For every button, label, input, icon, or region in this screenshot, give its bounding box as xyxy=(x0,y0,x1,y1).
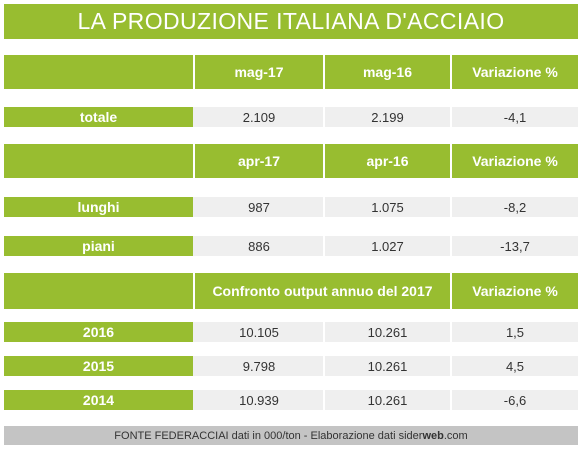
cell-value: -8,2 xyxy=(503,199,527,215)
row-label: 2016 xyxy=(4,322,193,342)
row-label: 2015 xyxy=(4,356,193,376)
cell-value: 10.105 xyxy=(239,324,279,340)
cell-value: -6,6 xyxy=(503,392,527,408)
header-confronto: Confronto output annuo del 2017 xyxy=(212,283,433,299)
cell-value: 2.199 xyxy=(371,109,404,125)
cell-value: 10.261 xyxy=(367,324,408,340)
cell-value: 10.939 xyxy=(239,392,279,408)
header-variazione: Variazione % xyxy=(472,283,558,299)
header-mag-16: mag-16 xyxy=(362,64,413,80)
cell-value: -13,7 xyxy=(500,238,530,254)
cell-value: 1.075 xyxy=(371,199,404,215)
header-band-1: mag-17 mag-16 Variazione % xyxy=(4,55,578,89)
header-band-3: Confronto output annuo del 2017 Variazio… xyxy=(4,273,578,309)
footer-brand-bold: web xyxy=(422,429,444,442)
header-variazione: Variazione % xyxy=(472,64,558,80)
source-footer: FONTE FEDERACCIAI dati in 000/ton - Elab… xyxy=(4,426,578,445)
cell-value: 987 xyxy=(248,199,270,215)
header-apr-17: apr-17 xyxy=(237,153,281,169)
header-mag-17: mag-17 xyxy=(234,64,284,80)
cell-value: 9.798 xyxy=(242,358,276,374)
row-label: piani xyxy=(4,236,193,256)
footer-brand-prefix: sider xyxy=(398,429,423,442)
cell-value: 1,5 xyxy=(505,324,525,340)
header-apr-16: apr-16 xyxy=(366,153,409,169)
cell-value: 886 xyxy=(248,238,270,254)
table-row-piani: piani 886 1.027 -13,7 xyxy=(4,236,578,256)
row-label: 2014 xyxy=(4,390,193,410)
cell-value: 1.027 xyxy=(371,238,404,254)
cell-value: 10.261 xyxy=(367,392,408,408)
table-row-2016: 2016 10.105 10.261 1,5 xyxy=(4,322,578,342)
table-row-2014: 2014 10.939 10.261 -6,6 xyxy=(4,390,578,410)
page-title: LA PRODUZIONE ITALIANA D'ACCIAIO xyxy=(4,4,578,39)
cell-value: 10.261 xyxy=(367,358,408,374)
footer-text: FONTE FEDERACCIAI dati in 000/ton - Elab… xyxy=(114,429,399,442)
cell-value: 2.109 xyxy=(242,109,276,125)
cell-value: 4,5 xyxy=(505,358,525,374)
header-band-2: apr-17 apr-16 Variazione % xyxy=(4,144,578,178)
table-row-2015: 2015 9.798 10.261 4,5 xyxy=(4,356,578,376)
footer-brand-suffix: .com xyxy=(443,429,468,442)
row-label: lunghi xyxy=(4,197,193,217)
table-row-lunghi: lunghi 987 1.075 -8,2 xyxy=(4,197,578,217)
header-variazione: Variazione % xyxy=(472,153,558,169)
row-label: totale xyxy=(4,107,193,127)
cell-value: -4,1 xyxy=(503,109,527,125)
table-row-totale: totale 2.109 2.199 -4,1 xyxy=(4,107,578,127)
